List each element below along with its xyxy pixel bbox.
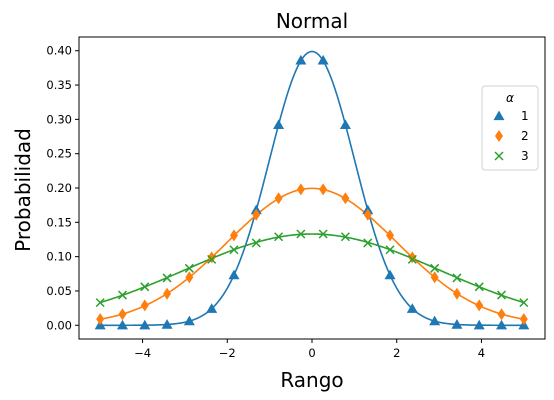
series-3-point [340,232,350,242]
legend-marker-2 [495,130,503,142]
series-2-point [163,287,172,300]
y-tick-label: 0.05 [46,284,72,298]
legend-marker-3 [494,151,504,161]
series-2-point [252,208,261,221]
y-tick-label: 0.30 [46,112,72,126]
series-3-point [452,273,462,283]
series-2-point [118,308,127,321]
legend-label-3: 3 [521,149,529,163]
series-3-point [385,245,395,255]
x-tick-label: −2 [219,346,236,360]
legend-box [481,85,539,171]
series-3-point [430,263,440,273]
series-2-point [363,208,372,221]
series-3-point [251,238,261,248]
plot-frame [78,36,546,340]
series-markers [94,54,530,330]
series-3-point [140,282,150,292]
series-1-point [317,54,329,65]
series-3-line [99,233,525,304]
series-1-point [406,303,418,313]
y-tick-label: 0.35 [46,78,72,92]
x-axis-label: Rango [280,368,343,392]
series-1-point [273,119,285,129]
x-tick-label: 2 [393,346,400,360]
series-1-point [496,319,508,330]
series-3-point [117,290,127,300]
series-1-point [161,319,173,329]
y-tick-label: 0.10 [46,250,72,264]
series-1-point [473,319,485,330]
series-1-point [228,269,240,280]
axis-ticks: −4 −2 0 2 4 0.00 0.05 0.10 0.15 0.20 0.25 0.30 0.35 0… [46,44,485,360]
chart-title: Normal [276,9,348,33]
series-3-point [497,290,507,300]
y-tick-label: 0.15 [46,215,72,229]
series-2-point [386,229,395,242]
y-axis-label: Probabilidad [11,128,35,252]
legend-title: α [506,91,514,105]
series-1-point [429,315,441,326]
series-2-point [274,192,283,205]
series-2-point [341,192,350,205]
series-1-point [384,269,396,280]
series-3-point [363,238,373,248]
series-2-point [229,229,238,242]
series-3-point [296,229,306,239]
series-1-point [116,319,128,330]
series-1-point [139,319,151,330]
y-tick-label: 0.00 [46,318,72,332]
series-2-point [96,313,105,326]
series-3-point [318,229,328,239]
legend-marker-1 [493,110,505,121]
x-tick-label: 4 [478,346,485,360]
series-curves [99,50,525,327]
x-tick-label: 0 [308,346,315,360]
series-3-point [95,298,105,308]
series-3-point [274,232,284,242]
series-3-point [229,245,239,255]
series-1-point [451,319,463,329]
legend-label-2: 2 [521,129,529,143]
series-1-point [339,119,351,129]
series-3-point [207,254,217,264]
legend-label-1: 1 [521,109,529,123]
legend: α1 2 3 [481,85,539,171]
y-tick-label: 0.20 [46,181,72,195]
series-2-point [475,299,484,312]
series-2-point [519,313,528,326]
series-3-point [474,282,484,292]
y-tick-label: 0.25 [46,147,72,161]
series-3-point [519,298,529,308]
series-3-point [184,263,194,273]
y-tick-label: 0.40 [46,44,72,58]
series-2-point [319,183,328,196]
series-2-point [185,271,194,284]
series-3-point [407,254,417,264]
series-2-line [100,187,524,321]
series-2-point [430,271,439,284]
series-1-point [183,315,195,326]
x-tick-label: −4 [134,346,151,360]
series-1-point [295,54,307,65]
series-2-point [452,287,461,300]
series-3-point [162,273,172,283]
series-1-line [100,50,524,327]
series-2-point [296,183,305,196]
series-2-point [497,308,506,321]
series-1-point [206,303,218,313]
series-2-point [140,299,149,312]
